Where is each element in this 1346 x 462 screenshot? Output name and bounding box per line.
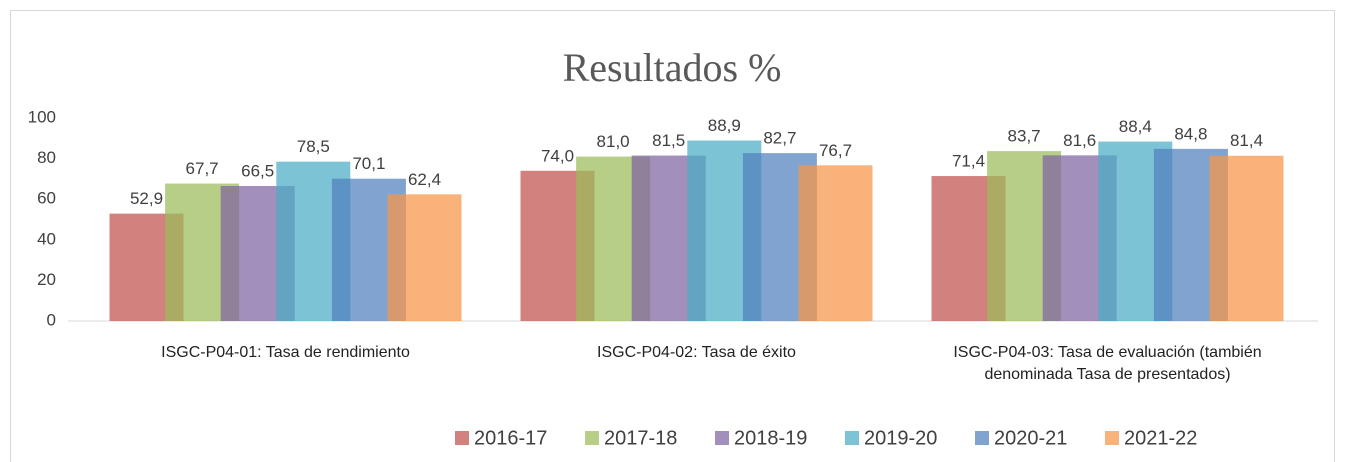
y-tick-label: 20	[37, 270, 56, 289]
y-tick-label: 40	[37, 229, 56, 248]
data-label: 81,5	[652, 131, 685, 150]
data-label: 76,7	[819, 141, 852, 160]
legend-label: 2016-17	[474, 427, 547, 449]
data-label: 82,7	[763, 129, 796, 148]
legend-swatch	[1105, 431, 1119, 445]
data-label: 88,9	[708, 116, 741, 135]
y-tick-label: 100	[28, 107, 56, 126]
chart-border	[10, 10, 1335, 462]
legend-label: 2019-20	[864, 427, 937, 449]
legend-label: 2017-18	[604, 427, 677, 449]
bar	[798, 165, 873, 321]
data-label: 84,8	[1174, 124, 1207, 143]
y-tick-label: 60	[37, 189, 56, 208]
legend-label: 2021-22	[1124, 427, 1197, 449]
legend-label: 2018-19	[734, 427, 807, 449]
data-label: 71,4	[952, 152, 985, 171]
data-label: 81,4	[1230, 131, 1263, 150]
x-tick-label: ISGC-P04-03: Tasa de evaluación (también…	[953, 344, 1262, 383]
bar	[387, 194, 462, 321]
data-label: 83,7	[1008, 127, 1041, 146]
y-tick-label: 80	[37, 148, 56, 167]
data-label: 74,0	[541, 146, 574, 165]
data-label: 67,7	[186, 159, 219, 178]
data-label: 70,1	[352, 154, 385, 173]
data-label: 62,4	[408, 170, 441, 189]
data-label: 78,5	[297, 137, 330, 156]
legend-swatch	[975, 431, 989, 445]
x-tick-label: ISGC-P04-01: Tasa de rendimiento	[161, 344, 410, 361]
data-label: 88,4	[1119, 117, 1152, 136]
y-tick-label: 0	[47, 310, 56, 329]
legend-swatch	[585, 431, 599, 445]
data-label: 81,0	[597, 132, 630, 151]
legend-swatch	[715, 431, 729, 445]
legend-swatch	[455, 431, 469, 445]
data-label: 66,5	[241, 161, 274, 180]
data-label: 81,6	[1063, 131, 1096, 150]
bar	[1209, 155, 1284, 321]
legend-swatch	[845, 431, 859, 445]
legend-label: 2020-21	[994, 427, 1067, 449]
chart-title: Resultados %	[563, 45, 782, 90]
x-tick-label: ISGC-P04-02: Tasa de éxito	[597, 344, 796, 361]
data-label: 52,9	[130, 189, 163, 208]
